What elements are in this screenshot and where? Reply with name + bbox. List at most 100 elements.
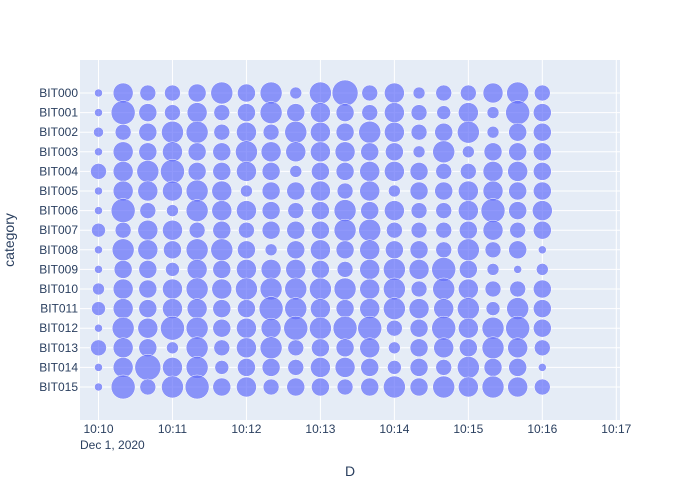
bubble-point[interactable] <box>486 106 500 119</box>
bubble-point[interactable] <box>534 84 551 102</box>
bubble-point[interactable] <box>260 317 282 339</box>
bubble-point[interactable] <box>435 241 452 259</box>
bubble-point[interactable] <box>213 339 231 357</box>
bubble-point[interactable] <box>435 221 452 239</box>
bubble-point[interactable] <box>458 278 479 300</box>
bubble-point[interactable] <box>286 377 306 397</box>
bubble-point[interactable] <box>161 375 184 399</box>
bubble-point[interactable] <box>236 376 257 398</box>
bubble-point[interactable] <box>162 180 183 202</box>
bubble-point[interactable] <box>94 265 103 274</box>
bubble-point[interactable] <box>112 357 134 378</box>
bubble-point[interactable] <box>336 378 354 396</box>
bubble-point[interactable] <box>138 122 158 142</box>
bubble-point[interactable] <box>384 121 405 143</box>
bubble-point[interactable] <box>139 378 157 396</box>
bubble-point[interactable] <box>481 336 505 360</box>
bubble-point[interactable] <box>211 180 233 202</box>
bubble-point[interactable] <box>283 315 309 341</box>
bubble-point[interactable] <box>94 245 103 255</box>
bubble-point[interactable] <box>284 277 308 301</box>
bubble-point[interactable] <box>260 141 282 163</box>
bubble-point[interactable] <box>458 180 479 202</box>
bubble-point[interactable] <box>483 142 503 162</box>
bubble-point[interactable] <box>186 259 208 280</box>
bubble-point[interactable] <box>458 317 479 339</box>
bubble-point[interactable] <box>259 336 283 360</box>
bubble-point[interactable] <box>287 339 305 357</box>
bubble-point[interactable] <box>260 259 282 280</box>
bubble-point[interactable] <box>184 374 210 400</box>
bubble-point[interactable] <box>213 104 231 121</box>
bubble-point[interactable] <box>486 263 500 276</box>
bubble-point[interactable] <box>160 315 185 341</box>
bubble-point[interactable] <box>259 101 283 124</box>
bubble-point[interactable] <box>310 102 331 123</box>
bubble-point[interactable] <box>185 238 209 262</box>
bubble-point[interactable] <box>261 201 281 220</box>
bubble-point[interactable] <box>462 145 475 159</box>
bubble-point[interactable] <box>435 202 452 219</box>
bubble-point[interactable] <box>94 186 103 196</box>
bubble-point[interactable] <box>435 359 452 376</box>
bubble-point[interactable] <box>480 198 506 223</box>
bubble-point[interactable] <box>433 298 454 319</box>
bubble-point[interactable] <box>459 338 478 358</box>
bubble-point[interactable] <box>261 220 281 240</box>
bubble-point[interactable] <box>138 103 158 122</box>
bubble-point[interactable] <box>533 299 552 318</box>
bubble-point[interactable] <box>486 125 500 139</box>
bubble-point[interactable] <box>335 240 355 260</box>
bubble-point[interactable] <box>432 375 455 399</box>
bubble-point[interactable] <box>383 258 406 281</box>
bubble-point[interactable] <box>261 181 281 201</box>
bubble-point[interactable] <box>311 338 330 358</box>
bubble-point[interactable] <box>310 180 331 202</box>
bubble-point[interactable] <box>508 142 527 162</box>
bubble-point[interactable] <box>212 318 232 338</box>
bubble-point[interactable] <box>139 202 157 219</box>
bubble-point[interactable] <box>235 140 258 164</box>
bubble-point[interactable] <box>139 84 157 102</box>
bubble-point[interactable] <box>409 377 429 397</box>
bubble-point[interactable] <box>432 277 455 301</box>
bubble-point[interactable] <box>383 277 406 301</box>
bubble-point[interactable] <box>334 357 356 378</box>
bubble-point[interactable] <box>138 299 158 318</box>
bubble-point[interactable] <box>482 161 504 182</box>
bubble-point[interactable] <box>264 243 278 257</box>
bubble-point[interactable] <box>92 282 105 296</box>
bubble-point[interactable] <box>285 141 307 163</box>
bubble-point[interactable] <box>91 301 106 316</box>
bubble-point[interactable] <box>360 377 379 397</box>
bubble-point[interactable] <box>185 120 209 144</box>
bubble-point[interactable] <box>533 122 552 142</box>
bubble-point[interactable] <box>410 104 428 121</box>
bubble-point[interactable] <box>310 239 331 261</box>
bubble-point[interactable] <box>310 357 331 378</box>
bubble-point[interactable] <box>335 103 355 122</box>
bubble-point[interactable] <box>94 323 103 333</box>
bubble-point[interactable] <box>457 356 480 379</box>
bubble-point[interactable] <box>459 260 478 279</box>
bubble-point[interactable] <box>287 359 305 376</box>
bubble-point[interactable] <box>162 298 183 319</box>
bubble-point[interactable] <box>384 102 405 123</box>
bubble-point[interactable] <box>261 162 281 181</box>
bubble-point[interactable] <box>235 277 258 301</box>
bubble-point[interactable] <box>94 206 103 215</box>
bubble-point[interactable] <box>185 277 209 301</box>
bubble-point[interactable] <box>138 142 158 162</box>
bubble-point[interactable] <box>483 358 503 377</box>
bubble-point[interactable] <box>410 221 428 239</box>
bubble-point[interactable] <box>110 374 136 400</box>
bubble-point[interactable] <box>240 184 253 198</box>
bubble-point[interactable] <box>481 316 505 340</box>
bubble-point[interactable] <box>484 241 502 259</box>
bubble-point[interactable] <box>513 265 522 274</box>
bubble-point[interactable] <box>93 126 104 138</box>
bubble-point[interactable] <box>188 221 206 239</box>
bubble-point[interactable] <box>408 259 430 280</box>
bubble-point[interactable] <box>262 378 280 396</box>
bubble-point[interactable] <box>111 316 135 340</box>
